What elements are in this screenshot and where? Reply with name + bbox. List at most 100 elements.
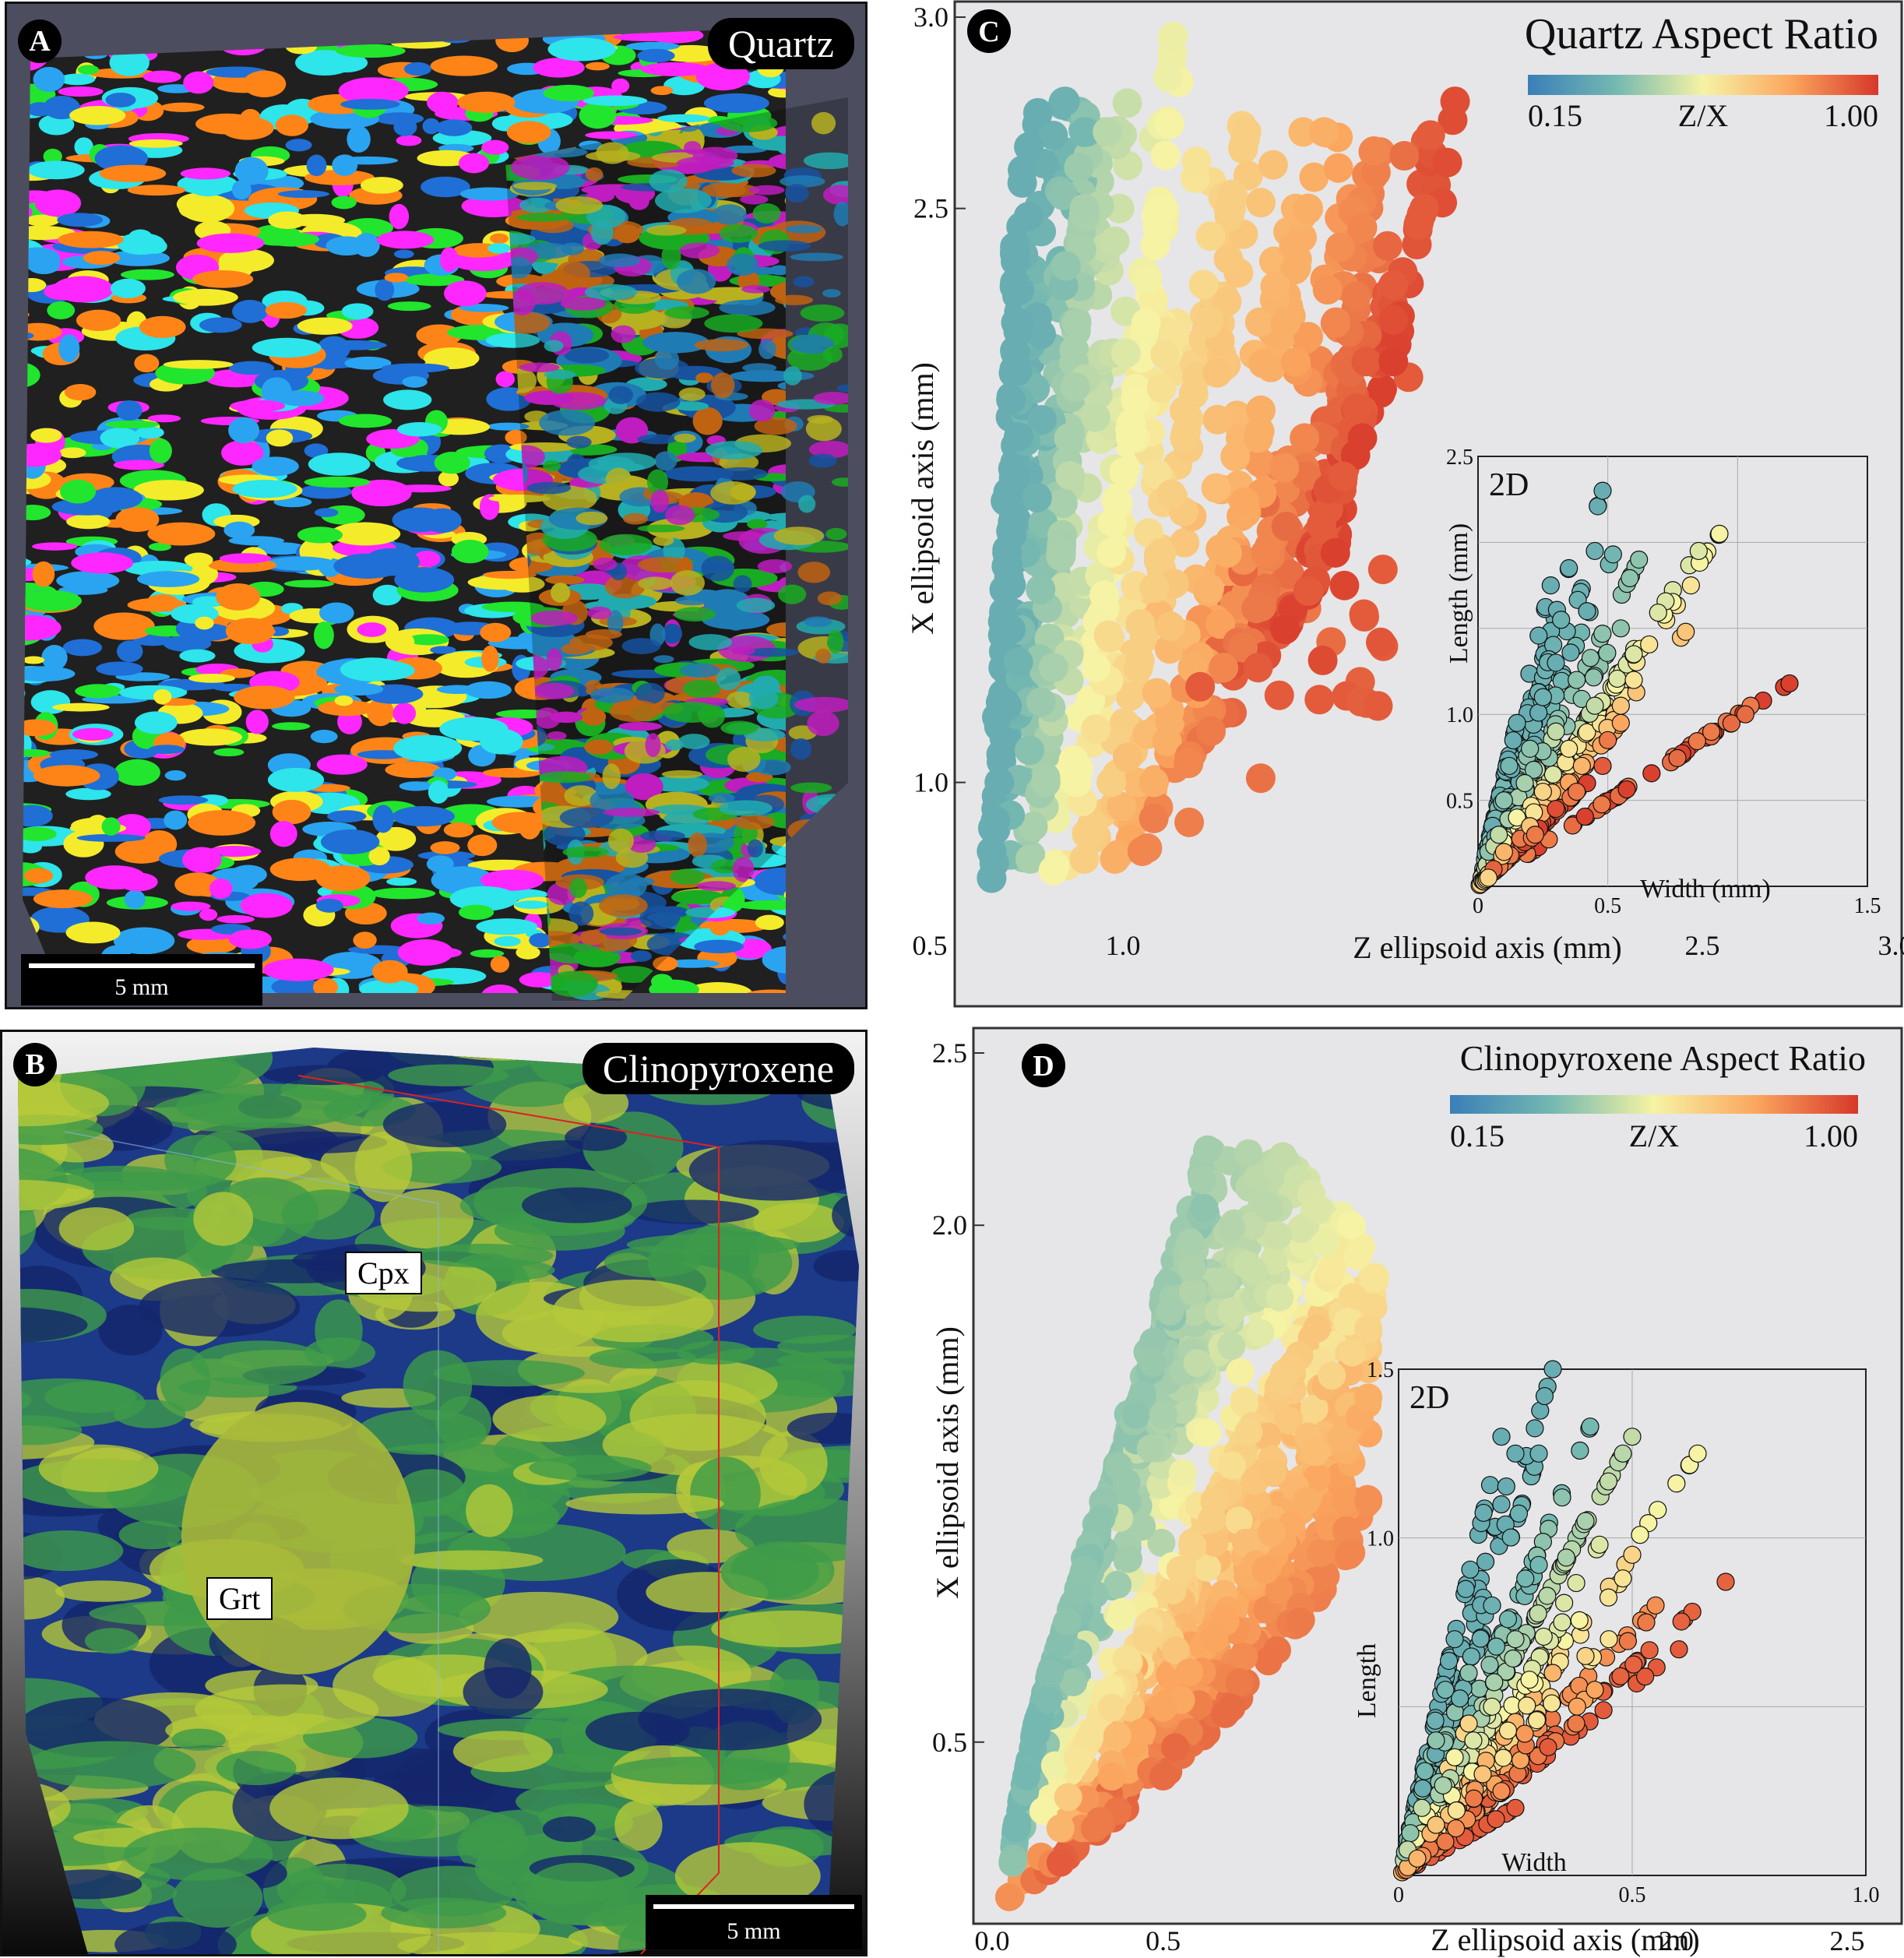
quartz-grain xyxy=(733,814,776,830)
quartz-grain xyxy=(480,984,519,993)
quartz-grain xyxy=(163,360,234,369)
data-point xyxy=(1351,347,1381,377)
x-tick-label: 2.5 xyxy=(1685,930,1720,961)
quartz-grain xyxy=(41,645,68,671)
cpx-region xyxy=(414,1243,554,1268)
quartz-grain xyxy=(754,417,797,435)
quartz-grain xyxy=(519,362,560,372)
quartz-grain xyxy=(430,646,456,654)
quartz-grain xyxy=(786,989,827,1001)
colorbar-min-label: 0.15 xyxy=(1528,98,1582,133)
quartz-grain xyxy=(519,972,559,988)
data-point xyxy=(1293,576,1324,606)
quartz-grain xyxy=(52,276,114,303)
quartz-grain xyxy=(747,839,763,858)
cpx-region xyxy=(176,1083,361,1129)
inset-grain-point xyxy=(1702,722,1721,741)
grain-point xyxy=(1245,763,1276,794)
cpx-region xyxy=(459,1591,619,1643)
quartz-grain xyxy=(654,188,712,213)
quartz-grain xyxy=(787,958,826,982)
quartz-grain xyxy=(234,638,305,664)
inset-grain-point xyxy=(1593,795,1611,814)
grain-point xyxy=(1212,287,1242,317)
quartz-grain xyxy=(391,38,451,49)
quartz-grain xyxy=(23,918,24,931)
quartz-grain xyxy=(147,414,181,423)
data-point xyxy=(1061,308,1092,339)
grain-point xyxy=(1299,162,1329,192)
quartz-grain xyxy=(272,799,311,825)
grain-point xyxy=(1000,337,1030,368)
quartz-grain xyxy=(381,363,449,373)
data-point xyxy=(992,537,1022,568)
quartz-grain xyxy=(695,372,713,383)
grain-point xyxy=(1226,1358,1255,1386)
quartz-grain xyxy=(23,322,62,341)
quartz-grain xyxy=(664,306,709,319)
quartz-grain xyxy=(252,456,299,477)
quartz-grain xyxy=(438,470,459,487)
grain-point xyxy=(1064,153,1094,183)
quartz-grain xyxy=(752,136,786,151)
quartz-grain xyxy=(326,236,368,256)
quartz-grain xyxy=(637,48,675,63)
quartz-grain xyxy=(186,935,238,954)
inset-grain-point xyxy=(1668,748,1687,767)
quartz-grain xyxy=(599,534,653,555)
data-point xyxy=(1146,537,1177,568)
quartz-grain xyxy=(822,903,848,922)
grain-point xyxy=(1245,447,1276,477)
x-tick-label: 0.5 xyxy=(913,930,948,961)
inset-data-point xyxy=(1526,826,1544,844)
quartz-grain xyxy=(694,339,748,352)
quartz-grain xyxy=(467,575,537,590)
quartz-grain xyxy=(737,900,786,910)
quartz-grain xyxy=(231,180,252,200)
quartz-grain xyxy=(811,111,836,135)
quartz-grain xyxy=(267,767,325,792)
data-point xyxy=(1123,653,1153,683)
y-axis-label: X ellipsoid axis (mm) xyxy=(905,362,940,635)
data-point xyxy=(1270,615,1300,645)
quartz-grain xyxy=(93,612,155,640)
quartz-grain xyxy=(677,734,710,749)
quartz-grain xyxy=(731,646,755,656)
cpx-region xyxy=(18,1079,110,1127)
quartz-grain xyxy=(118,685,188,700)
quartz-grain xyxy=(30,428,62,443)
quartz-grain xyxy=(252,337,322,358)
panel-b: B Clinopyroxene Cpx Grt 5 mm xyxy=(0,1030,868,1956)
quartz-grain xyxy=(33,765,100,787)
inset-label: 2D xyxy=(1489,467,1529,503)
quartz-grain xyxy=(613,33,684,42)
grain-point xyxy=(1080,402,1110,432)
data-point xyxy=(1093,117,1123,147)
quartz-grain xyxy=(694,939,744,954)
quartz-grain xyxy=(392,703,417,724)
quartz-grain xyxy=(266,429,294,447)
quartz-grain xyxy=(665,505,695,526)
inset-grain-point xyxy=(1504,731,1522,750)
cpx-region xyxy=(164,1134,237,1186)
quartz-grain xyxy=(736,597,776,613)
inset-data-point xyxy=(1541,576,1560,595)
quartz-grain xyxy=(387,301,431,312)
quartz-grain xyxy=(790,782,832,794)
quartz-grain xyxy=(584,283,638,301)
cpx-region xyxy=(55,1580,152,1602)
grain-point xyxy=(1110,338,1141,368)
cpx-region xyxy=(674,1842,821,1910)
quartz-grain xyxy=(808,915,848,925)
data-point xyxy=(980,805,1011,836)
inset-grain-point xyxy=(1640,635,1659,654)
cpx-region xyxy=(382,1101,507,1148)
quartz-grain xyxy=(99,164,167,183)
cpx-region xyxy=(813,1250,859,1282)
inset-grain-point xyxy=(1642,764,1661,783)
quartz-grain xyxy=(646,224,687,236)
quartz-grain xyxy=(180,194,235,223)
grain-point xyxy=(1055,460,1086,491)
quartz-grain xyxy=(58,86,104,97)
grain-point xyxy=(1260,271,1290,301)
